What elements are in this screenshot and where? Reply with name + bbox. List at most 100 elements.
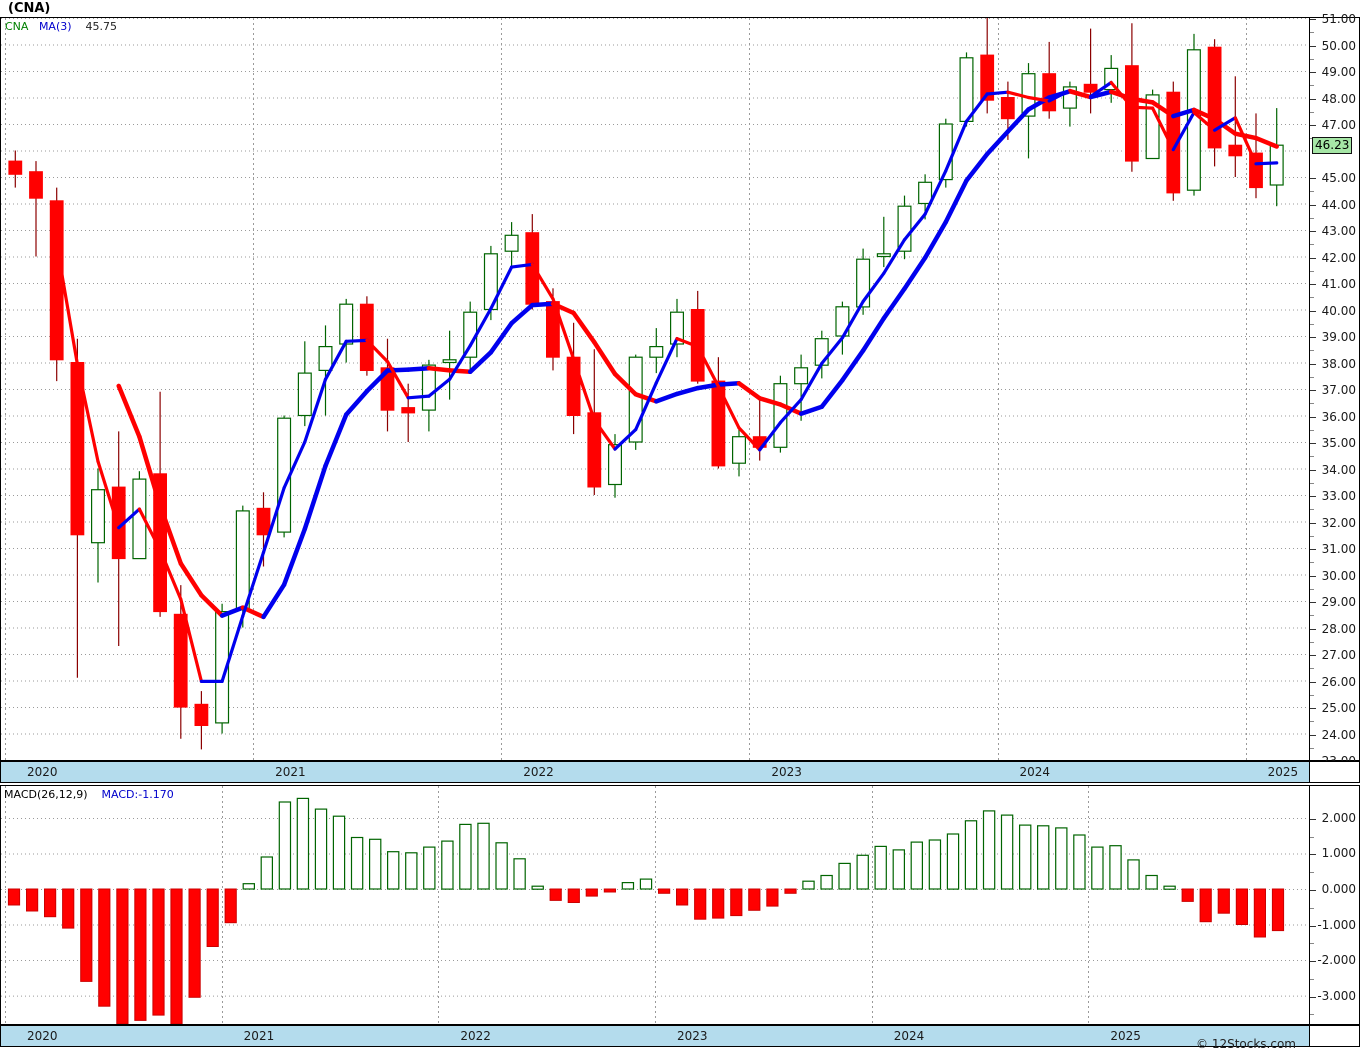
macd-y-tick-mark: [1310, 854, 1316, 856]
price-y-minor-tick: [1310, 747, 1314, 749]
macd-legend-label: MACD(26,12,9): [4, 788, 88, 801]
price-y-minor-tick: [1310, 641, 1314, 643]
price-y-tick-mark: [1310, 734, 1316, 736]
macd-x-tick-label: 2021: [243, 1029, 275, 1043]
price-x-tick-label: 2025: [1267, 765, 1299, 779]
price-y-tick-label: 51.00: [1321, 12, 1356, 26]
price-y-tick-mark: [1310, 390, 1316, 391]
price-y-tick-label: 49.00: [1321, 65, 1356, 79]
price-y-tick-label: 26.00: [1321, 674, 1356, 689]
macd-y-tick-label: -3.000: [1317, 988, 1356, 1003]
price-y-tick-mark: [1310, 72, 1316, 73]
price-y-tick-label: 40.00: [1321, 303, 1356, 318]
title-bar: (CNA): [0, 0, 1360, 17]
price-y-tick-label: 42.00: [1321, 250, 1356, 265]
current-price-badge[interactable]: 46.23: [1312, 137, 1353, 155]
price-y-minor-tick: [1310, 111, 1314, 113]
price-chart-panel[interactable]: CNA MA(3) 45.75: [0, 17, 1310, 761]
price-y-minor-tick: [1310, 535, 1314, 537]
price-y-tick-label: 47.00: [1321, 118, 1356, 132]
price-y-tick-mark: [1310, 443, 1316, 444]
page-title: (CNA): [8, 1, 51, 16]
macd-y-minor-tick: [1310, 943, 1314, 945]
price-y-minor-tick: [1310, 32, 1314, 34]
price-y-minor-tick: [1310, 297, 1314, 299]
macd-x-tick-label: 2022: [460, 1029, 491, 1043]
macd-legend-value: MACD:-1.170: [101, 788, 174, 801]
macd-y-tick-mark: [1310, 961, 1316, 963]
price-y-tick-label: 27.00: [1321, 648, 1356, 662]
copyright-text: © 12Stocks.com: [1196, 1037, 1296, 1051]
price-y-tick-label: 34.00: [1321, 462, 1356, 477]
price-y-tick-mark: [1310, 284, 1316, 285]
price-y-tick-mark: [1310, 257, 1316, 259]
macd-y-tick-label: -2.000: [1317, 953, 1356, 968]
macd-y-axis[interactable]: 2.000 1.000 0.000 -1.000 -2.000 -3.000: [1309, 785, 1360, 1025]
price-legend: CNA MA(3) 45.75: [5, 20, 117, 33]
price-y-tick-mark: [1310, 708, 1316, 709]
price-y-tick-mark: [1310, 231, 1316, 232]
macd-y-minor-tick: [1310, 836, 1314, 838]
price-x-tick-label: 2021: [275, 765, 306, 779]
price-y-tick-label: 30.00: [1321, 568, 1356, 583]
macd-legend: MACD(26,12,9) MACD:-1.170: [4, 788, 174, 801]
macd-x-tick-label: 2024: [893, 1029, 925, 1043]
price-y-minor-tick: [1310, 58, 1314, 60]
price-x-tick-label: 2020: [27, 765, 58, 779]
price-y-tick-mark: [1310, 681, 1316, 683]
price-y-tick-label: 24.00: [1321, 727, 1356, 742]
price-y-minor-tick: [1310, 376, 1314, 378]
price-x-tick-label: 2022: [523, 765, 554, 779]
price-y-tick-label: 32.00: [1321, 515, 1356, 530]
price-y-tick-label: 31.00: [1321, 542, 1356, 556]
price-y-tick-mark: [1310, 125, 1316, 126]
price-y-tick-label: 39.00: [1321, 330, 1356, 344]
price-x-tick-label: 2023: [771, 765, 802, 779]
macd-x-tick-label: 2025: [1110, 1029, 1141, 1043]
price-y-tick-label: 25.00: [1321, 701, 1356, 715]
price-x-tick-label: 2024: [1019, 765, 1051, 779]
price-y-tick-mark: [1310, 655, 1316, 656]
price-y-tick-label: 28.00: [1321, 621, 1356, 636]
legend-ma-value: 45.75: [85, 20, 118, 33]
price-y-tick-mark: [1310, 416, 1316, 418]
price-y-minor-tick: [1310, 562, 1314, 564]
price-y-tick-mark: [1310, 363, 1316, 365]
price-y-tick-label: 43.00: [1321, 224, 1356, 238]
price-y-tick-label: 29.00: [1321, 595, 1356, 609]
price-y-minor-tick: [1310, 615, 1314, 617]
macd-y-tick-label: 0.000: [1321, 882, 1356, 896]
macd-y-tick-mark: [1310, 890, 1316, 891]
price-y-tick-label: 50.00: [1321, 38, 1356, 53]
price-y-tick-mark: [1310, 310, 1316, 312]
price-y-tick-mark: [1310, 98, 1316, 100]
macd-y-minor-tick: [1310, 907, 1314, 909]
price-y-minor-tick: [1310, 509, 1314, 511]
price-y-tick-label: 37.00: [1321, 383, 1356, 397]
macd-x-axis[interactable]: 2020 2021 2022 2023 2024 2025: [0, 1025, 1310, 1047]
price-y-minor-tick: [1310, 85, 1314, 87]
price-y-minor-tick: [1310, 217, 1314, 219]
macd-plot-area[interactable]: [1, 786, 1309, 1024]
price-x-axis[interactable]: 2020 2021 2022 2023 2024 2025: [0, 761, 1310, 783]
price-y-tick-label: 45.00: [1321, 171, 1356, 185]
price-y-minor-tick: [1310, 429, 1314, 431]
price-y-tick-label: 36.00: [1321, 409, 1356, 424]
macd-chart-panel[interactable]: MACD(26,12,9) MACD:-1.170: [0, 785, 1310, 1025]
price-y-minor-tick: [1310, 588, 1314, 590]
price-y-minor-tick: [1310, 482, 1314, 484]
macd-x-tick-label: 2020: [27, 1029, 58, 1043]
price-y-tick-label: 35.00: [1321, 436, 1356, 450]
price-y-tick-mark: [1310, 575, 1316, 577]
price-y-minor-tick: [1310, 191, 1314, 193]
price-y-minor-tick: [1310, 694, 1314, 696]
price-y-tick-mark: [1310, 19, 1316, 20]
price-x-axis-corner: [1309, 761, 1360, 783]
macd-y-minor-tick: [1310, 978, 1314, 980]
price-y-minor-tick: [1310, 323, 1314, 325]
price-plot-area[interactable]: [1, 18, 1309, 760]
price-y-tick-label: 41.00: [1321, 277, 1356, 291]
price-y-axis[interactable]: 51.00 50.00 49.00 48.00 47.00 45.00 44.00 43.00…: [1309, 13, 1360, 767]
price-y-tick-mark: [1310, 45, 1316, 47]
price-y-tick-mark: [1310, 496, 1316, 497]
